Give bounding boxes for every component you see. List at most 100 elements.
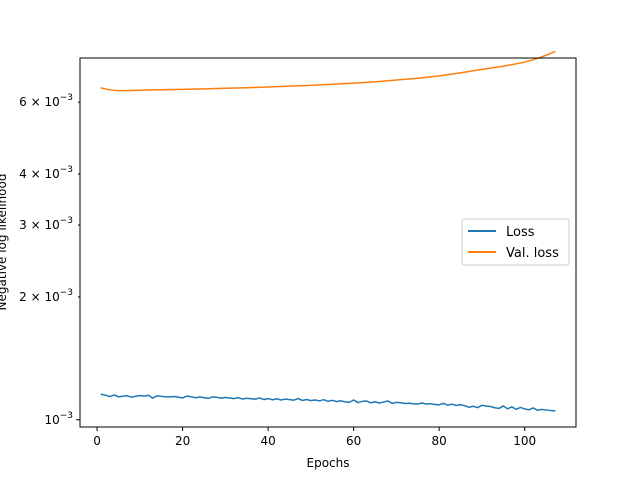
data-point-loss	[395, 401, 397, 403]
data-point-loss	[122, 395, 124, 397]
data-point-loss	[494, 407, 496, 409]
data-point-loss	[528, 409, 530, 411]
data-point-loss	[374, 401, 376, 403]
data-point-val-loss	[310, 84, 312, 86]
data-point-loss	[182, 397, 184, 399]
data-point-loss	[113, 394, 115, 396]
data-point-loss	[152, 397, 154, 399]
data-point-loss	[361, 400, 363, 402]
data-point-loss	[434, 403, 436, 405]
data-point-loss	[289, 399, 291, 401]
data-point-val-loss	[353, 82, 355, 84]
data-point-loss	[365, 400, 367, 402]
data-point-loss	[442, 402, 444, 404]
y-tick-label: 2 × 10−3	[19, 288, 73, 304]
data-point-loss	[524, 408, 526, 410]
plot-frame	[79, 57, 577, 428]
data-point-loss	[147, 394, 149, 396]
data-point-loss	[545, 409, 547, 411]
data-point-loss	[327, 400, 329, 402]
data-point-loss	[383, 401, 385, 403]
data-point-loss	[212, 396, 214, 398]
data-point-loss	[216, 396, 218, 398]
data-point-loss	[276, 398, 278, 400]
data-point-loss	[438, 404, 440, 406]
data-point-loss	[417, 403, 419, 405]
data-point-val-loss	[109, 89, 111, 91]
data-point-loss	[378, 402, 380, 404]
x-tick-label: 0	[93, 434, 101, 448]
data-point-loss	[472, 405, 474, 407]
data-point-loss	[357, 402, 359, 404]
data-point-loss	[541, 408, 543, 410]
data-point-loss	[224, 396, 226, 398]
data-point-loss	[477, 407, 479, 409]
data-point-val-loss	[100, 87, 102, 89]
data-point-loss	[507, 408, 509, 410]
data-point-val-loss	[417, 77, 419, 79]
data-point-loss	[135, 395, 137, 397]
data-point-val-loss	[224, 87, 226, 89]
x-axis: 0 20 40 60 80 100	[93, 427, 536, 448]
y-axis-label: Negative log likelihood	[0, 174, 9, 311]
y-tick-label: 10−3	[44, 411, 73, 427]
data-point-val-loss	[545, 54, 547, 56]
data-point-loss	[284, 398, 286, 400]
data-point-val-loss	[374, 81, 376, 83]
data-point-loss	[519, 406, 521, 408]
data-point-loss	[130, 396, 132, 398]
y-axis: 10−3 2 × 10−3 3 × 10−3 4 × 10−3 6 × 10−3	[19, 93, 80, 427]
x-axis-label: Epochs	[307, 456, 350, 470]
data-point-loss	[314, 399, 316, 401]
data-point-loss	[340, 400, 342, 402]
data-point-loss	[485, 405, 487, 407]
data-point-loss	[177, 396, 179, 398]
series-line-val-loss	[100, 50, 556, 92]
data-point-loss	[259, 397, 261, 399]
y-tick-label: 3 × 10−3	[19, 216, 73, 232]
data-point-loss	[353, 399, 355, 401]
data-point-loss	[408, 402, 410, 404]
data-point-loss	[306, 399, 308, 401]
data-point-loss	[515, 408, 517, 410]
x-tick-label: 80	[432, 434, 447, 448]
data-point-loss	[241, 398, 243, 400]
data-point-val-loss	[502, 65, 504, 67]
data-point-loss	[430, 403, 432, 405]
data-point-val-loss	[438, 75, 440, 77]
data-point-loss	[532, 407, 534, 409]
data-point-val-loss	[481, 68, 483, 70]
data-point-val-loss	[182, 88, 184, 90]
data-point-val-loss	[524, 61, 526, 63]
data-point-loss	[139, 394, 141, 396]
series-layer	[100, 50, 556, 412]
data-point-loss	[301, 399, 303, 401]
data-point-loss	[391, 402, 393, 404]
series-line-loss	[100, 393, 556, 412]
legend-label-val-loss: Val. loss	[506, 246, 559, 261]
data-point-loss	[173, 396, 175, 398]
data-point-loss	[105, 394, 107, 396]
data-point-loss	[464, 405, 466, 407]
y-tick-label: 4 × 10−3	[19, 165, 73, 181]
data-point-loss	[554, 410, 556, 412]
data-point-val-loss	[203, 88, 205, 90]
data-point-loss	[220, 397, 222, 399]
y-tick-label: 6 × 10−3	[19, 93, 73, 109]
data-point-loss	[502, 405, 504, 407]
data-point-loss	[203, 397, 205, 399]
data-point-loss	[344, 401, 346, 403]
data-point-loss	[460, 404, 462, 406]
data-point-val-loss	[267, 86, 269, 88]
data-point-loss	[190, 396, 192, 398]
data-point-val-loss	[289, 85, 291, 87]
data-point-loss	[331, 399, 333, 401]
data-point-val-loss	[460, 72, 462, 74]
data-point-loss	[455, 404, 457, 406]
data-point-loss	[117, 396, 119, 398]
data-point-loss	[400, 402, 402, 404]
data-point-loss	[336, 401, 338, 403]
data-point-loss	[143, 395, 145, 397]
data-point-loss	[404, 403, 406, 405]
data-point-loss	[250, 398, 252, 400]
